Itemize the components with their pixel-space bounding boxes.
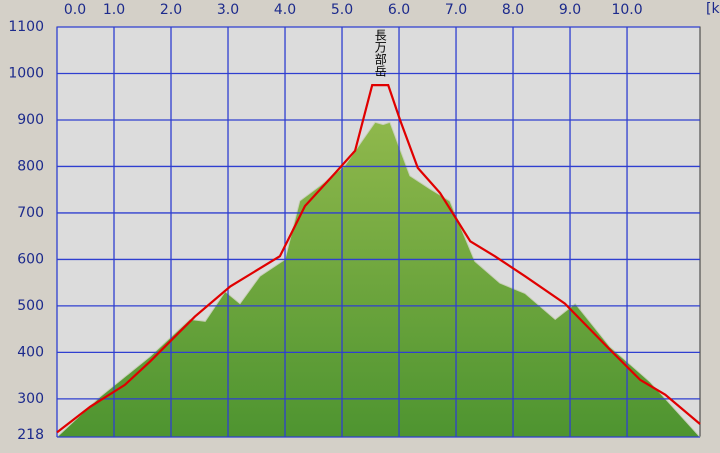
peak-annotation: 長万部岳 [373,29,387,77]
y-tick-label: 700 [17,205,44,221]
x-tick-label: 4.0 [274,2,296,18]
x-tick-label: 6.0 [388,2,410,18]
y-tick-label: 300 [17,391,44,407]
y-tick-label: 600 [17,251,44,267]
x-tick-label: 2.0 [160,2,182,18]
x-tick-label: 8.0 [502,2,524,18]
x-tick-label: 9.0 [559,2,581,18]
route-line [56,84,701,434]
y-tick-label: 400 [17,344,44,360]
x-tick-label: 3.0 [217,2,239,18]
y-tick-label: 900 [17,112,44,128]
x-tick-label: 1.0 [103,2,125,18]
x-tick-label: 5.0 [331,2,353,18]
y-tick-label: 1100 [8,19,44,35]
y-tick-label: 800 [17,158,44,174]
x-tick-label: 0.0 [64,2,86,18]
y-tick-label: 1000 [8,65,44,81]
y-tick-label: 218 [17,427,44,443]
x-tick-label: 7.0 [445,2,467,18]
x-tick-label: 10.0 [611,2,642,18]
y-tick-label: 500 [17,298,44,314]
x-axis-label: [km [706,1,720,17]
